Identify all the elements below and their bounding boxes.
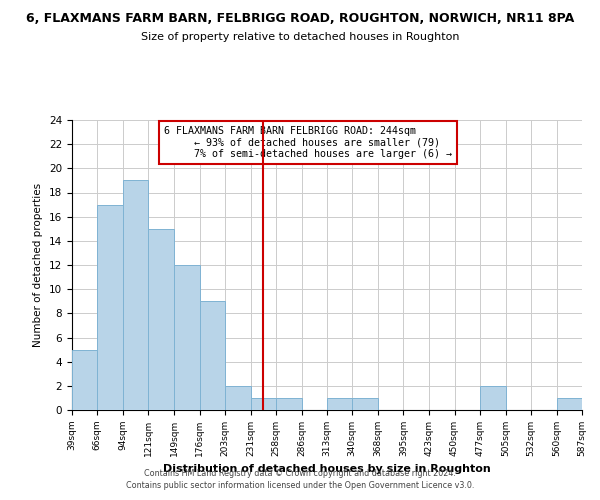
Bar: [224, 386, 251, 410]
Bar: [352, 398, 378, 410]
Bar: [199, 301, 224, 410]
Bar: [557, 398, 582, 410]
Y-axis label: Number of detached properties: Number of detached properties: [34, 183, 43, 347]
X-axis label: Distribution of detached houses by size in Roughton: Distribution of detached houses by size …: [163, 464, 491, 474]
Bar: [123, 180, 148, 410]
Bar: [148, 229, 175, 410]
Bar: [97, 204, 123, 410]
Bar: [175, 265, 199, 410]
Text: Contains HM Land Registry data © Crown copyright and database right 2024.: Contains HM Land Registry data © Crown c…: [144, 468, 456, 477]
Text: 6 FLAXMANS FARM BARN FELBRIGG ROAD: 244sqm
     ← 93% of detached houses are sma: 6 FLAXMANS FARM BARN FELBRIGG ROAD: 244s…: [164, 126, 452, 159]
Text: 6, FLAXMANS FARM BARN, FELBRIGG ROAD, ROUGHTON, NORWICH, NR11 8PA: 6, FLAXMANS FARM BARN, FELBRIGG ROAD, RO…: [26, 12, 574, 26]
Text: Size of property relative to detached houses in Roughton: Size of property relative to detached ho…: [141, 32, 459, 42]
Bar: [251, 398, 276, 410]
Bar: [276, 398, 302, 410]
Bar: [72, 350, 97, 410]
Text: Contains public sector information licensed under the Open Government Licence v3: Contains public sector information licen…: [126, 481, 474, 490]
Bar: [479, 386, 506, 410]
Bar: [327, 398, 352, 410]
